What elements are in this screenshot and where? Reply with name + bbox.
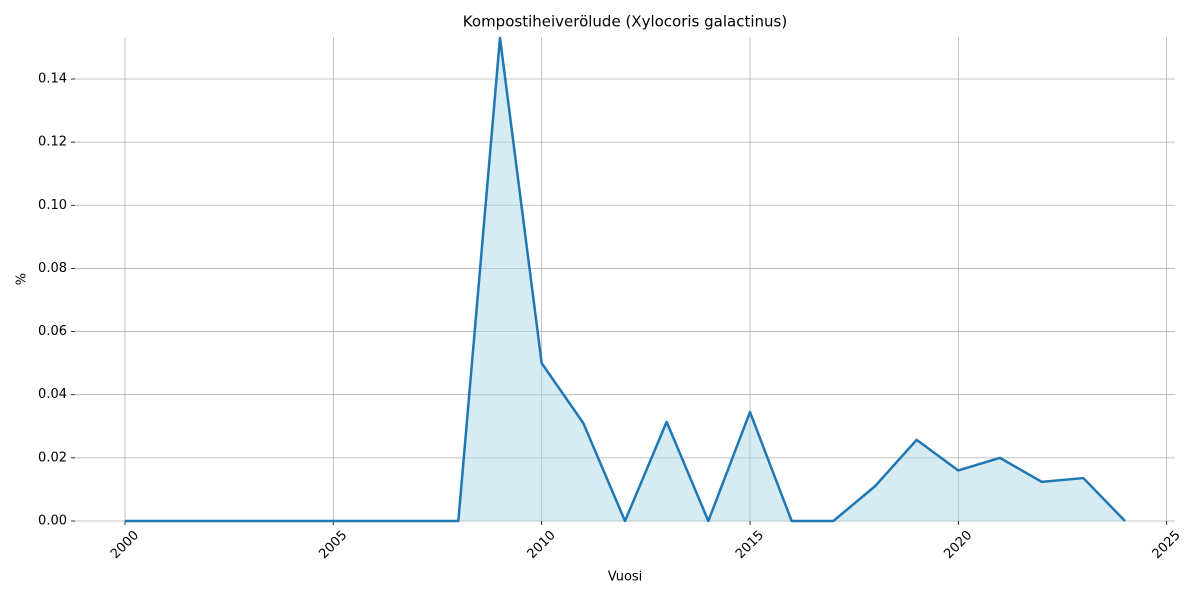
y-tick-label: 0.14 xyxy=(38,71,67,86)
y-tick-label: 0.04 xyxy=(38,387,67,402)
x-tick-label: 2010 xyxy=(525,528,559,562)
y-tick-label: 0.06 xyxy=(38,324,67,339)
area xyxy=(125,37,1125,521)
y-tick-label: 0.02 xyxy=(38,450,67,465)
x-tick-label: 2020 xyxy=(941,528,975,562)
x-tick-label: 2015 xyxy=(733,528,767,562)
chart-title: Kompostiheiverölude (Xylocoris galactinu… xyxy=(463,13,787,31)
line xyxy=(125,36,1126,523)
y-tick-label: 0.00 xyxy=(38,514,67,529)
y-tick-label: 0.10 xyxy=(38,198,67,213)
x-tick-label: 2005 xyxy=(316,528,350,562)
y-tick-label: 0.12 xyxy=(38,135,67,150)
y-axis-label: % xyxy=(15,273,30,285)
x-tick-label: 2025 xyxy=(1150,528,1184,562)
x-axis-label: Vuosi xyxy=(608,570,643,585)
y-tick-label: 0.08 xyxy=(38,261,67,276)
x-tick-label: 2000 xyxy=(108,528,142,562)
